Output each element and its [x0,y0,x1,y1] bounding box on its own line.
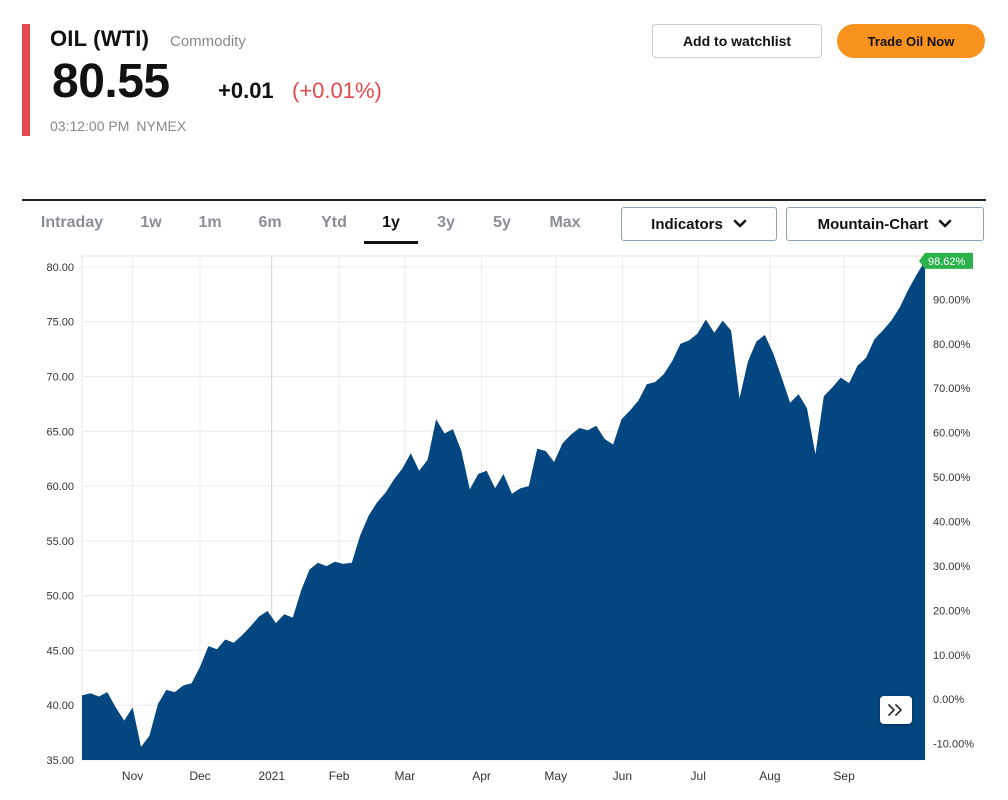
last-price: 80.55 [52,55,170,108]
y-tick-label: 65.00 [46,426,74,438]
chevron-down-icon [733,219,747,228]
instrument-name: OIL (WTI) [50,26,150,51]
y2-tick-label: 60.00% [933,428,971,440]
x-tick-label: 2021 [258,769,285,783]
price-change-percent: (+0.01%) [292,78,382,103]
quote-exchange: NYMEX [136,118,187,134]
tab-max[interactable]: Max [549,214,581,231]
y2-tick-label: 20.00% [933,605,971,617]
y-tick-label: 75.00 [46,317,74,329]
badge-background [919,252,973,269]
quote-meta: 03:12:00 PM NYMEX [50,118,193,134]
change-accent-bar [22,24,30,136]
y2-tick-label: 40.00% [933,516,971,528]
x-tick-label: Apr [472,769,491,783]
trade-now-button[interactable]: Trade Oil Now [837,24,985,58]
y-tick-label: 35.00 [46,755,74,767]
tab-intraday[interactable]: Intraday [40,214,104,231]
tab-1m[interactable]: 1m [198,214,222,231]
y2-tick-label: 10.00% [933,650,971,662]
x-tick-label: Jun [613,769,632,783]
tab-6m[interactable]: 6m [258,214,282,231]
x-tick-label: Jul [691,769,706,783]
add-to-watchlist-button[interactable]: Add to watchlist [652,24,822,58]
y-tick-label: 45.00 [46,645,74,657]
chevron-down-icon [939,219,952,228]
y-axis-left: 80.00 75.00 70.00 65.00 60.00 55.00 50.00 45.00… [46,262,74,767]
tab-3y[interactable]: 3y [437,214,455,231]
tab-1y[interactable]: 1y [364,204,418,244]
badge-label: 98.62% [928,256,966,268]
y2-tick-label: 0.00% [933,694,964,706]
y-tick-label: 60.00 [46,481,74,493]
y-tick-label: 55.00 [46,536,74,548]
instrument-type: Commodity [170,33,246,50]
x-tick-label: Dec [189,769,210,783]
tab-1w[interactable]: 1w [140,214,162,231]
y2-tick-label: 80.00% [933,339,971,351]
indicators-label: Indicators [651,215,723,233]
chart-type-label: Mountain-Chart [817,215,929,233]
indicators-dropdown[interactable]: Indicators [621,207,777,241]
y-tick-label: 70.00 [46,372,74,384]
tab-ytd[interactable]: Ytd [321,214,347,231]
current-change-badge: 98.62% [919,252,973,269]
y2-tick-label: 90.00% [933,294,971,306]
expand-chart-button[interactable] [880,696,912,724]
y2-tick-label: 30.00% [933,561,971,573]
tab-5y[interactable]: 5y [493,214,511,231]
x-axis: Nov Dec 2021 Feb Mar Apr May Jun Jul Aug Sep [122,769,855,783]
y2-tick-label: 50.00% [933,472,971,484]
x-tick-label: Mar [395,769,416,783]
y-axis-right: 90.00% 80.00% 70.00% 60.00% 50.00% 40.00% 30.0… [933,294,974,750]
x-tick-label: Sep [833,769,855,783]
chart-type-dropdown[interactable]: Mountain-Chart [786,207,984,241]
x-tick-label: May [544,769,567,783]
x-tick-label: Feb [329,769,350,783]
price-chart[interactable]: 80.00 75.00 70.00 65.00 60.00 55.00 50.00 45.00… [0,250,1008,800]
y-tick-label: 40.00 [46,700,74,712]
y2-tick-label: 70.00% [933,383,971,395]
x-tick-label: Nov [122,769,143,783]
y-tick-label: 80.00 [46,262,74,274]
y-tick-label: 50.00 [46,591,74,603]
price-change: +0.01 [218,78,274,103]
quote-time: 03:12:00 PM [50,118,130,134]
x-tick-label: Aug [759,769,780,783]
section-divider [22,199,986,201]
y2-tick-label: -10.00% [933,739,974,751]
double-chevron-right-icon [888,704,902,716]
price-area [82,260,925,760]
